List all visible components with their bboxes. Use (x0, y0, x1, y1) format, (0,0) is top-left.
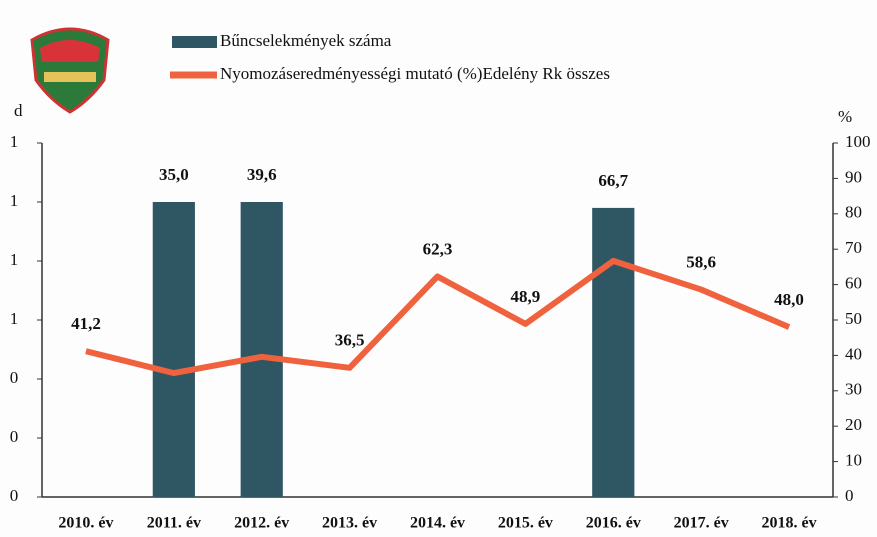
y2-tick-label: 60 (845, 274, 862, 293)
legend-swatch (172, 36, 217, 48)
y2-tick-label: 70 (845, 238, 862, 257)
y2-axis-label: % (838, 107, 852, 126)
x-tick-label: 2017. év (674, 515, 729, 532)
y2-tick-label: 30 (845, 380, 862, 399)
x-tick-label: 2014. év (410, 515, 465, 532)
data-label: 62,3 (423, 239, 453, 258)
y2-tick-label: 50 (845, 309, 862, 328)
data-label: 48,9 (511, 287, 541, 306)
bar (241, 202, 283, 497)
x-tick-label: 2015. év (498, 515, 553, 532)
data-label: 39,6 (247, 165, 277, 184)
legend-label: Bűncselekmények száma (220, 31, 392, 50)
x-tick-label: 2018. év (762, 515, 817, 532)
x-tick-label: 2012. év (234, 515, 289, 532)
y-tick-label: 1 (10, 191, 19, 210)
y2-tick-label: 90 (845, 167, 862, 186)
bar (592, 208, 634, 497)
x-tick-label: 2011. év (147, 515, 201, 532)
y2-tick-label: 0 (845, 486, 854, 505)
x-tick-label: 2016. év (586, 515, 641, 532)
y2-tick-label: 10 (845, 451, 862, 470)
data-label: 48,0 (774, 290, 804, 309)
y-tick-label: 1 (10, 309, 19, 328)
y-tick-label: 0 (10, 427, 19, 446)
y-tick-label: 0 (10, 368, 19, 387)
y-axis-label: d (14, 101, 23, 120)
y-tick-label: 1 (10, 132, 19, 151)
y-tick-label: 0 (10, 486, 19, 505)
data-label: 66,7 (598, 171, 628, 190)
x-tick-label: 2010. év (58, 515, 113, 532)
data-label: 41,2 (71, 314, 101, 333)
y2-tick-label: 20 (845, 415, 862, 434)
y2-tick-label: 40 (845, 344, 862, 363)
chart: d % 000111101020304050607080901002010. é… (0, 0, 877, 537)
data-label: 58,6 (686, 252, 716, 271)
data-label: 36,5 (335, 331, 365, 350)
bar (153, 202, 195, 497)
y2-tick-label: 100 (845, 132, 871, 151)
y-tick-label: 1 (10, 250, 19, 269)
legend-label: Nyomozáseredményességi mutató (%)Edelény… (220, 64, 610, 83)
data-label: 35,0 (159, 165, 189, 184)
y2-tick-label: 80 (845, 203, 862, 222)
x-tick-label: 2013. év (322, 515, 377, 532)
